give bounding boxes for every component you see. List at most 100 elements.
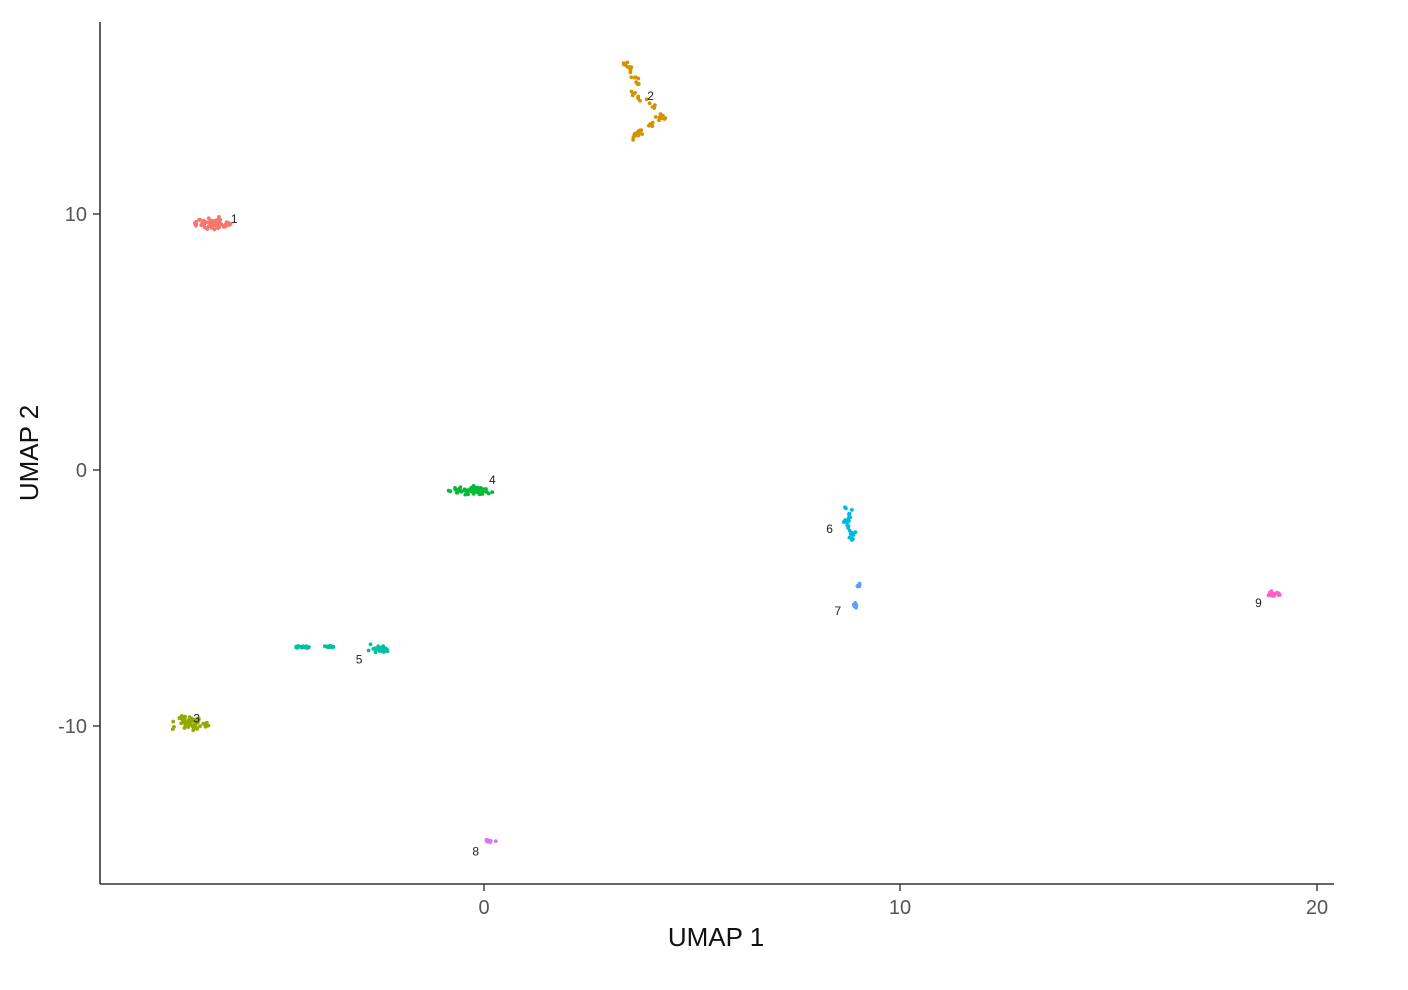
data-point-cluster-1 [199, 223, 204, 228]
data-point-cluster-1 [206, 216, 211, 221]
data-point-cluster-4 [484, 490, 489, 494]
data-point-cluster-1 [203, 220, 208, 224]
data-point-cluster-4 [480, 492, 485, 496]
data-point-cluster-3 [171, 719, 176, 724]
data-point-cluster-5 [385, 649, 390, 654]
data-point-cluster-3 [189, 720, 193, 724]
y-tick-label: 0 [76, 460, 87, 482]
data-point-cluster-2 [628, 65, 633, 69]
data-point-cluster-2 [636, 94, 641, 99]
x-tick-label: 20 [1306, 897, 1328, 919]
data-point-cluster-2 [658, 112, 663, 116]
data-point-cluster-4 [463, 492, 468, 497]
data-point-cluster-4 [446, 488, 451, 493]
data-point-cluster-9 [1266, 593, 1271, 598]
data-point-cluster-2 [647, 101, 652, 106]
data-point-cluster-5 [304, 646, 309, 650]
data-point-cluster-6 [841, 520, 846, 524]
data-point-cluster-4 [455, 490, 460, 495]
data-point-cluster-3 [177, 715, 182, 720]
data-point-cluster-5 [371, 647, 376, 651]
points-layer [170, 60, 1282, 844]
y-tick-label: -10 [58, 716, 87, 738]
data-point-cluster-4 [466, 492, 470, 497]
data-point-cluster-2 [625, 65, 630, 69]
cluster-label-3: 3 [193, 711, 200, 725]
data-point-cluster-3 [198, 724, 202, 728]
data-point-cluster-3 [184, 721, 189, 726]
data-point-cluster-5 [378, 645, 383, 650]
data-point-cluster-2 [644, 97, 649, 102]
data-point-cluster-2 [629, 89, 634, 94]
data-point-cluster-3 [193, 725, 198, 729]
cluster-label-7: 7 [835, 604, 842, 618]
data-point-cluster-2 [634, 80, 639, 84]
data-point-cluster-2 [633, 91, 637, 95]
data-point-cluster-3 [204, 720, 209, 725]
data-point-cluster-1 [221, 224, 226, 229]
data-point-cluster-2 [650, 105, 655, 109]
data-point-cluster-2 [632, 133, 637, 138]
x-tick-label: 10 [889, 897, 911, 919]
data-point-cluster-4 [458, 488, 463, 493]
cluster-label-5: 5 [356, 652, 363, 666]
y-tick-label: 10 [65, 204, 87, 226]
data-point-cluster-3 [180, 717, 185, 722]
data-point-cluster-2 [633, 75, 638, 80]
data-point-cluster-2 [640, 132, 644, 137]
cluster-label-8: 8 [472, 844, 479, 858]
cluster-label-9: 9 [1255, 596, 1262, 610]
data-point-cluster-9 [1272, 591, 1277, 596]
data-point-cluster-2 [662, 117, 667, 121]
data-point-cluster-5 [294, 645, 299, 650]
data-point-cluster-2 [629, 75, 634, 80]
x-tick-label: 0 [478, 897, 489, 919]
cluster-label-4: 4 [489, 473, 496, 487]
data-point-cluster-1 [203, 225, 207, 230]
data-point-cluster-2 [625, 60, 630, 65]
data-point-cluster-4 [478, 486, 483, 490]
data-point-cluster-6 [849, 508, 854, 512]
data-point-cluster-2 [631, 138, 635, 142]
data-point-cluster-2 [658, 115, 663, 120]
data-point-cluster-2 [621, 61, 626, 65]
data-point-cluster-7 [857, 581, 862, 586]
data-point-cluster-1 [208, 222, 213, 227]
data-point-cluster-8 [485, 839, 489, 844]
data-point-cluster-6 [848, 515, 853, 520]
cluster-label-2: 2 [647, 89, 654, 103]
y-axis-title: UMAP 2 [14, 405, 44, 501]
data-point-cluster-3 [201, 721, 206, 726]
data-point-cluster-5 [328, 644, 333, 649]
data-point-cluster-1 [217, 215, 221, 219]
data-point-cluster-2 [636, 133, 641, 138]
data-point-cluster-2 [653, 115, 658, 119]
data-point-cluster-2 [638, 128, 643, 133]
data-point-cluster-1 [227, 223, 232, 227]
cluster-label-1: 1 [231, 212, 238, 226]
data-point-cluster-6 [844, 506, 848, 511]
data-point-cluster-5 [368, 642, 373, 647]
data-point-cluster-4 [453, 486, 457, 490]
data-point-cluster-1 [212, 227, 217, 232]
cluster-labels-layer: 1 2 3 4 5 6 7 8 9 [193, 89, 1262, 858]
data-point-cluster-6 [851, 533, 856, 537]
data-point-cluster-3 [179, 721, 184, 726]
data-point-cluster-5 [377, 649, 382, 653]
data-point-cluster-5 [298, 644, 303, 649]
data-point-cluster-1 [217, 225, 222, 230]
data-point-cluster-4 [490, 490, 495, 494]
data-point-cluster-5 [381, 646, 386, 651]
data-point-cluster-1 [197, 217, 202, 222]
data-point-cluster-7 [853, 603, 857, 608]
data-point-cluster-4 [466, 488, 470, 493]
data-point-cluster-6 [845, 519, 850, 524]
data-point-cluster-3 [194, 717, 199, 722]
data-point-cluster-2 [628, 70, 633, 75]
data-point-cluster-6 [845, 523, 850, 528]
x-axis-title: UMAP 1 [668, 922, 764, 952]
data-point-cluster-1 [211, 219, 216, 224]
data-point-cluster-9 [1270, 591, 1274, 596]
data-point-cluster-5 [366, 648, 371, 653]
